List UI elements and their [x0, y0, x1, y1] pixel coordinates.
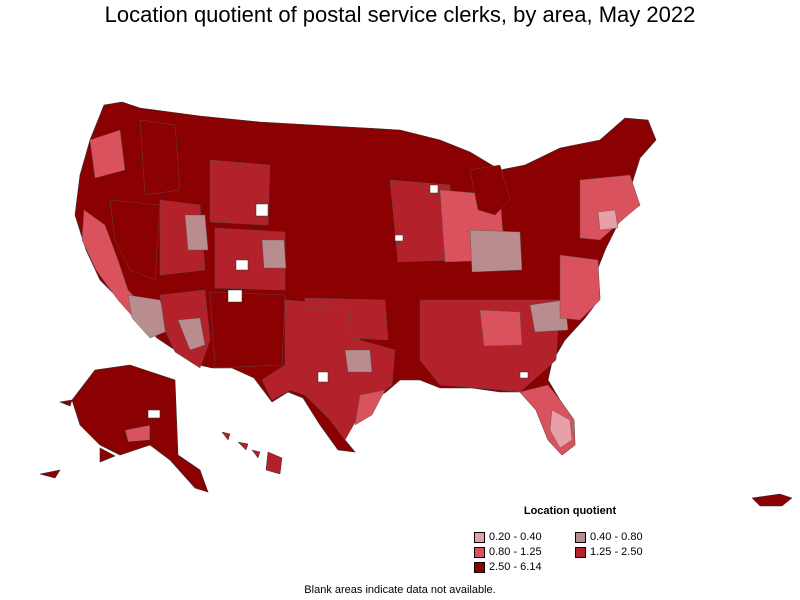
blank-area [255, 203, 269, 217]
legend-swatch [474, 532, 485, 543]
hawaii-islands [221, 431, 261, 459]
legend-label: 2.50 - 6.14 [489, 561, 542, 573]
ohio-valley-light-patch [469, 229, 523, 273]
blank-area [519, 371, 529, 379]
puerto-rico-region [751, 493, 793, 507]
alaska-blank-area [147, 409, 161, 419]
legend-title: Location quotient [523, 505, 617, 517]
new-mexico-patch [209, 291, 286, 369]
legend-item-1: 0.40 - 0.80 [575, 531, 643, 544]
blank-area [429, 184, 439, 194]
aleutian-islands [39, 399, 116, 479]
atlantic-coast-patch [559, 254, 601, 321]
southeast-light-patch-2 [529, 299, 569, 333]
northwest-coast-patch [89, 129, 126, 179]
florida-light-patch [549, 409, 573, 449]
legend-swatch [575, 547, 586, 558]
oklahoma-patch [304, 297, 389, 341]
utah-light-patch [184, 214, 209, 251]
texas-coast-patch [354, 389, 386, 426]
blank-area [235, 259, 249, 271]
idaho-patch [139, 119, 181, 196]
legend-item-4: 2.50 - 6.14 [474, 561, 542, 574]
blank-area [317, 371, 329, 383]
wyoming-patch [209, 159, 271, 226]
legend-item-3: 1.25 - 2.50 [575, 546, 643, 559]
colorado-light-patch [261, 239, 287, 269]
legend-swatch [575, 532, 586, 543]
legend-label: 0.20 - 0.40 [489, 531, 542, 543]
legend-item-0: 0.20 - 0.40 [474, 531, 542, 544]
hawaii-big-island [265, 451, 283, 475]
region-patches [81, 119, 641, 456]
texas-light-patch [344, 349, 373, 373]
arizona-light-patch [177, 317, 206, 351]
alaska-light-patch [124, 424, 151, 443]
puerto-rico-shape [751, 493, 793, 507]
legend-label: 0.80 - 1.25 [489, 546, 542, 558]
footnote: Blank areas indicate data not available. [304, 584, 496, 596]
northeast-light-patch [597, 209, 619, 231]
southern-california-patch [127, 294, 171, 339]
legend-item-2: 0.80 - 1.25 [474, 546, 542, 559]
legend-swatch [474, 547, 485, 558]
michigan-patch [469, 164, 511, 216]
southeast-light-patch-1 [479, 309, 523, 347]
legend-label: 1.25 - 2.50 [590, 546, 643, 558]
hawaii-region [221, 431, 283, 475]
legend-swatch [474, 562, 485, 573]
nevada-patch [109, 199, 161, 281]
alaska-region [39, 364, 209, 493]
northeast-patch [579, 174, 641, 241]
legend-label: 0.40 - 0.80 [590, 531, 643, 543]
blank-areas [227, 184, 529, 383]
blank-area [227, 289, 243, 303]
map-title: Location quotient of postal service cler… [104, 2, 696, 27]
blank-area [394, 234, 404, 242]
